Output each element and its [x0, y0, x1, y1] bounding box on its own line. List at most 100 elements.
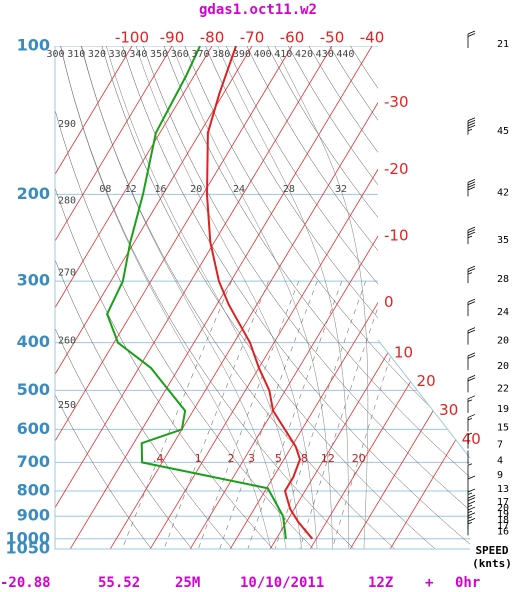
plot-area	[55, 46, 470, 549]
wind-barb	[467, 265, 476, 284]
isotherm-label: -40	[360, 29, 385, 47]
barb-tick	[467, 226, 476, 231]
isotherm	[349, 46, 470, 549]
barb-tick	[467, 268, 476, 272]
isotherm	[55, 46, 253, 549]
mixing-label: 3	[248, 452, 255, 465]
theta-label: 310	[67, 49, 85, 60]
mixing-ratio-line	[247, 280, 343, 549]
barb-tick	[467, 418, 473, 421]
theta-label: 320	[88, 49, 106, 60]
pressure-label: 600	[17, 419, 50, 438]
barb-tick	[467, 122, 476, 127]
pressure-label: 700	[17, 452, 50, 471]
footer-item: 55.52	[98, 575, 140, 591]
dry-adiabat	[205, 46, 470, 549]
isotherm	[55, 46, 133, 549]
barb-tick	[467, 375, 476, 379]
barb-tick	[467, 512, 476, 517]
wind-speed-label: 21	[497, 39, 509, 50]
profile-line	[205, 46, 314, 540]
wind-barb	[467, 414, 476, 432]
barb-tick	[467, 329, 476, 334]
barb-tick	[467, 492, 473, 495]
wind-speed-label: 13	[497, 484, 509, 495]
barb-tick	[467, 235, 473, 238]
mixing-ratio-line	[163, 280, 269, 549]
barb-tick	[467, 463, 473, 466]
barb-tick	[467, 298, 476, 303]
barb-tick	[467, 399, 473, 402]
theta-label: 360	[171, 49, 189, 60]
barb-tick	[467, 494, 476, 499]
mixing-label: 12	[321, 452, 335, 465]
theta-label: 260	[58, 335, 76, 346]
wind-speed-label: 22	[497, 383, 509, 394]
barb-tick	[467, 355, 476, 359]
barb-tick	[467, 181, 476, 186]
wind-barb	[467, 352, 476, 370]
moist-label: 08	[99, 184, 111, 195]
barb-tick	[467, 521, 473, 525]
speed-label: SPEED	[475, 544, 508, 557]
speed-unit: (knts)	[472, 557, 512, 570]
theta-label: 390	[233, 49, 251, 60]
theta-label: 430	[316, 49, 334, 60]
isotherm-label: 30	[439, 401, 458, 419]
moist-adiabat	[135, 46, 318, 549]
barb-tick	[467, 395, 476, 400]
barb-tick	[467, 272, 473, 275]
theta-label: 280	[58, 195, 76, 206]
barb-tick	[467, 265, 476, 270]
wind-barb	[467, 375, 476, 393]
theta-label: 300	[47, 49, 65, 60]
pressure-label: 900	[17, 506, 50, 525]
dry-adiabat	[308, 46, 470, 549]
theta-label: 340	[129, 49, 147, 60]
isotherm	[55, 46, 173, 549]
plot-frame	[54, 46, 470, 550]
barb-tick	[467, 500, 476, 505]
dry-adiabat	[55, 46, 193, 549]
wind-barb	[467, 117, 476, 135]
barb-tick	[467, 510, 473, 513]
isotherm-label: -80	[200, 29, 225, 47]
barb-tick	[467, 506, 476, 511]
dry-adiabat	[80, 46, 396, 549]
barb-tick	[467, 186, 476, 191]
moist-adiabat	[274, 46, 369, 549]
wind-barb	[467, 475, 476, 494]
wind-speed-label: 16	[497, 526, 509, 537]
barb-tick	[467, 30, 476, 35]
moist-label: 24	[233, 184, 245, 195]
moist-adiabat	[217, 46, 349, 549]
isotherm	[389, 46, 470, 549]
moist-label: 32	[335, 184, 347, 195]
theta-label: 270	[58, 267, 76, 278]
barb-tick	[467, 516, 473, 519]
wind-speed-label: 35	[497, 235, 509, 246]
isotherm-label: 0	[384, 293, 394, 311]
barb-tick	[467, 128, 473, 132]
moist-adiabat	[60, 46, 272, 549]
wind-barb	[467, 395, 476, 413]
isotherm-label: -70	[240, 29, 265, 47]
moist-label: 28	[283, 184, 295, 195]
moist-adiabat	[106, 46, 302, 549]
dry-adiabat	[225, 46, 470, 549]
wind-speed-label: 20	[497, 361, 509, 372]
wind-speed-label: 42	[497, 187, 509, 198]
wind-speed-label: 9	[497, 470, 503, 481]
isotherm	[55, 46, 333, 549]
wind-barb	[467, 178, 476, 197]
isotherm	[55, 46, 213, 549]
moist-adiabat	[81, 46, 287, 549]
isotherm-label: -30	[384, 93, 409, 111]
footer-item: +	[425, 575, 433, 591]
theta-label: 370	[191, 49, 209, 60]
isotherm-label: -60	[280, 29, 305, 47]
dry-adiabat	[143, 46, 470, 549]
dry-adiabat	[55, 46, 233, 549]
theta-label: 330	[109, 49, 127, 60]
